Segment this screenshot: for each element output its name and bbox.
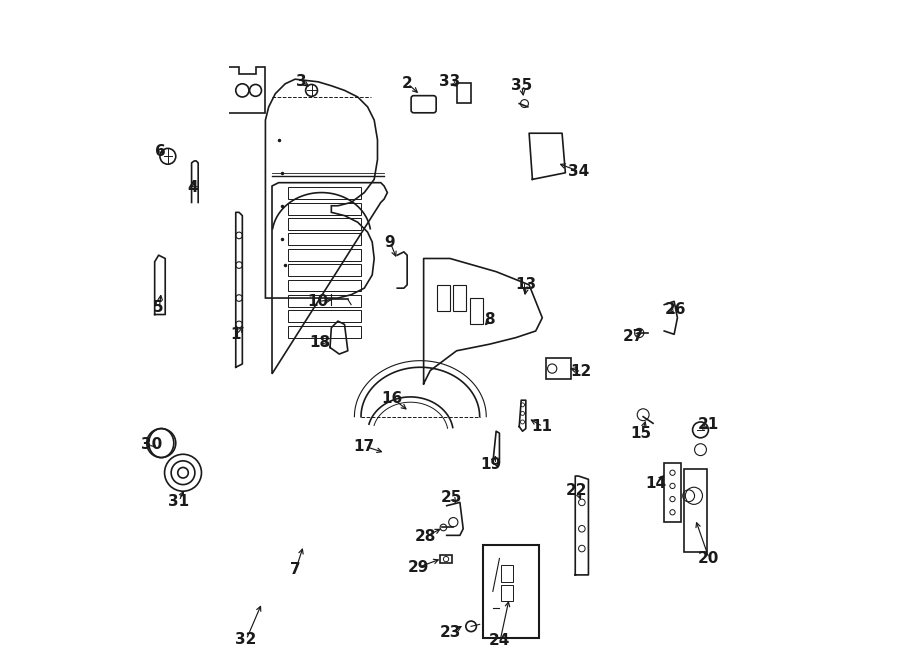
Bar [289, 264, 361, 276]
Text: 20: 20 [698, 551, 719, 566]
Text: 35: 35 [510, 78, 532, 93]
Text: 34: 34 [568, 164, 590, 179]
Bar [289, 234, 361, 246]
Text: 29: 29 [408, 559, 429, 575]
Bar [289, 218, 361, 230]
Text: 11: 11 [532, 419, 553, 434]
Text: 24: 24 [489, 634, 510, 648]
Text: 30: 30 [141, 437, 163, 452]
Bar [470, 298, 483, 324]
Text: 19: 19 [481, 457, 501, 471]
Text: 4: 4 [187, 180, 198, 195]
Bar [664, 463, 680, 522]
Bar [440, 555, 452, 563]
Text: 14: 14 [645, 477, 666, 491]
Text: 22: 22 [566, 483, 588, 498]
Bar [289, 310, 361, 322]
Text: 31: 31 [167, 494, 189, 508]
Bar [289, 326, 361, 338]
Text: 1: 1 [230, 327, 241, 342]
Text: 10: 10 [308, 294, 328, 309]
Text: 28: 28 [414, 529, 436, 544]
Text: 13: 13 [515, 277, 536, 293]
Text: 25: 25 [441, 490, 462, 504]
Bar [684, 469, 707, 552]
Bar [501, 585, 513, 601]
Text: 5: 5 [153, 301, 164, 315]
Bar [483, 545, 539, 638]
Bar [289, 249, 361, 261]
Text: 23: 23 [439, 626, 461, 640]
Bar [436, 285, 450, 311]
Text: 32: 32 [235, 632, 256, 647]
Text: 26: 26 [665, 303, 686, 317]
Text: 2: 2 [401, 76, 412, 91]
Bar [545, 358, 571, 379]
Text: 3: 3 [296, 74, 307, 89]
Text: 16: 16 [382, 391, 402, 406]
Bar [289, 279, 361, 291]
Text: 18: 18 [309, 336, 330, 350]
Text: 33: 33 [439, 74, 461, 89]
Text: 8: 8 [484, 312, 495, 326]
Bar [501, 565, 513, 581]
Text: 9: 9 [384, 234, 395, 250]
Text: 21: 21 [698, 417, 719, 432]
Text: 27: 27 [623, 329, 644, 344]
Text: 17: 17 [354, 439, 375, 454]
Bar [454, 285, 466, 311]
Text: 7: 7 [290, 562, 301, 577]
Bar [456, 83, 471, 103]
Bar [289, 187, 361, 199]
Text: 15: 15 [631, 426, 652, 441]
Text: 6: 6 [155, 144, 166, 158]
Bar [289, 203, 361, 214]
Text: 12: 12 [570, 364, 591, 379]
Bar [289, 295, 361, 307]
